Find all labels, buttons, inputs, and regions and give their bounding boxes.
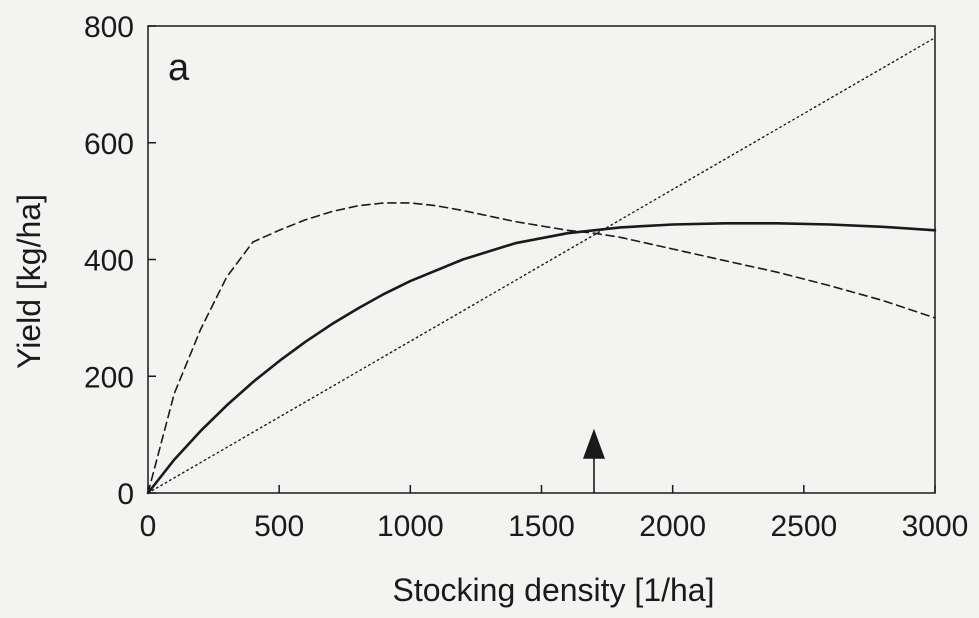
series-group — [146, 37, 937, 495]
x-axis-title: Stocking density [1/ha] — [393, 572, 715, 608]
y-tick-label-2: 400 — [84, 245, 134, 278]
y-tick-label-4: 800 — [84, 11, 134, 44]
x-tick-label-5: 2500 — [770, 510, 837, 543]
y-tick-label-1: 200 — [84, 361, 134, 394]
x-tick-label-6: 3000 — [902, 510, 969, 543]
x-tick-label-4: 2000 — [639, 510, 706, 543]
plot-frame — [147, 25, 936, 494]
y-tick-label-3: 600 — [84, 128, 134, 161]
annotations — [582, 428, 605, 493]
series-line-dashed — [147, 202, 936, 494]
arrow-head-0 — [582, 428, 605, 459]
axis-ticks: 0 500 1000 1500 2000 2500 3000 0 200 400 600 800 — [84, 11, 968, 543]
y-tick-label-0: 0 — [117, 478, 134, 511]
x-tick-label-0: 0 — [140, 510, 157, 543]
series-line-solid — [146, 222, 937, 495]
panel-label: a — [168, 47, 190, 89]
y-axis-title: Yield [kg/ha] — [11, 194, 47, 369]
x-tick-label-1: 500 — [254, 510, 304, 543]
x-tick-label-2: 1000 — [377, 510, 444, 543]
x-tick-label-3: 1500 — [508, 510, 575, 543]
series-line-dotted — [147, 37, 936, 494]
